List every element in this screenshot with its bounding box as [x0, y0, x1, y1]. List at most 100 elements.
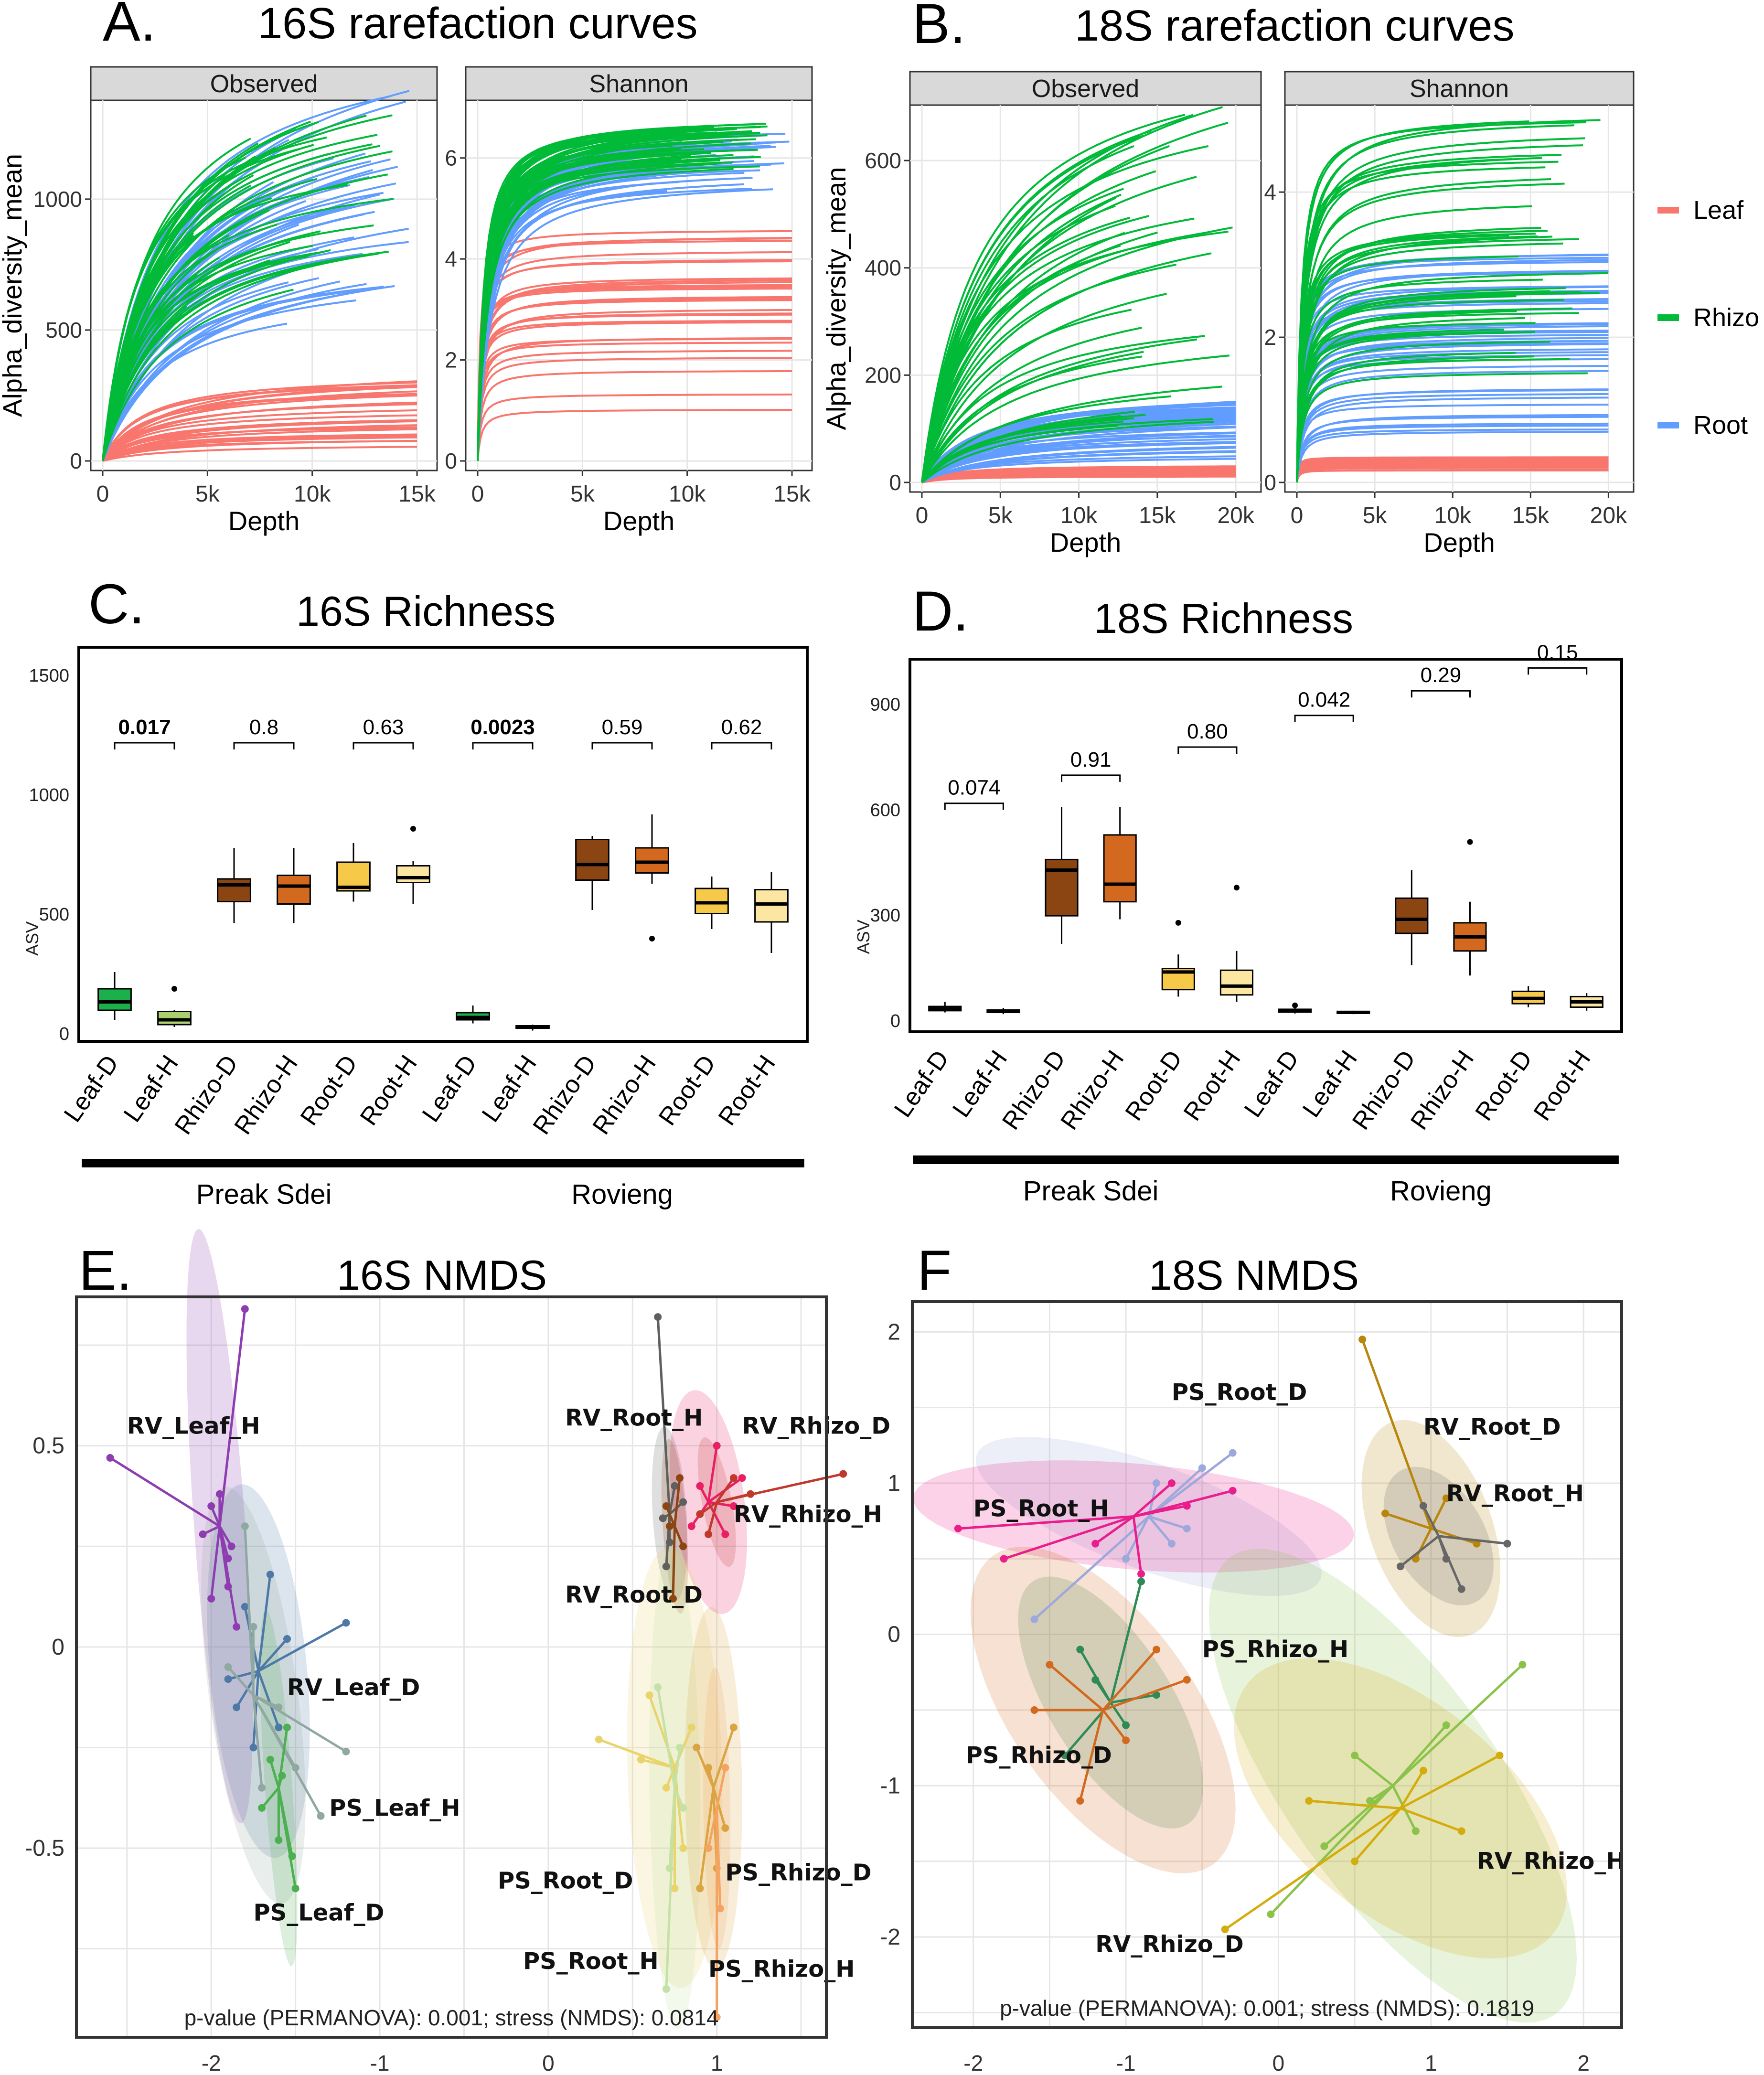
- facet-strip-label: Observed: [1032, 75, 1139, 103]
- box-outlier: [171, 986, 177, 992]
- spider-line: [210, 1526, 221, 1599]
- spider-line: [1309, 1799, 1401, 1810]
- sample-point: [1152, 1691, 1160, 1699]
- spider-line: [1323, 1785, 1394, 1847]
- pvalue-label: 0.80: [1187, 720, 1228, 743]
- spider-line: [257, 1574, 272, 1671]
- spider-line: [1132, 1516, 1143, 1574]
- rarefaction-curve-root: [1296, 300, 1609, 483]
- spider-line: [1438, 1535, 1507, 1545]
- box-rhizo-d: [1395, 897, 1429, 934]
- rarefaction-curve-rhizo: [921, 411, 1135, 483]
- sample-point: [1229, 1487, 1237, 1495]
- rarefaction-curve-leaf: [102, 385, 417, 462]
- y-tick-label: 400: [865, 256, 901, 280]
- spider-line: [1400, 1754, 1500, 1810]
- group-label-ps-leaf-h: PS_Leaf_H: [329, 1795, 460, 1822]
- sample-point: [713, 1442, 721, 1450]
- x-tick-label: 15k: [1512, 503, 1550, 528]
- rarefaction-curve-rhizo: [477, 168, 734, 461]
- site-label: Rovieng: [571, 1179, 673, 1210]
- x-tick-label: 20k: [1590, 503, 1627, 528]
- facet-strip: [465, 66, 813, 101]
- sample-point: [283, 1635, 291, 1643]
- rarefaction-curve-rhizo: [921, 395, 1172, 483]
- sample-point: [1030, 1706, 1038, 1714]
- site-label: Rovieng: [1390, 1176, 1492, 1207]
- rarefaction-curve-rhizo: [1296, 358, 1570, 483]
- sample-point: [258, 1784, 266, 1792]
- rarefaction-curve-rhizo: [1296, 234, 1509, 483]
- spider-line: [1033, 1515, 1150, 1620]
- panel-title: 18S Richness: [1094, 595, 1353, 642]
- sample-point: [1152, 1479, 1160, 1487]
- sample-point: [233, 1623, 241, 1631]
- rarefaction-curve-root: [1296, 414, 1609, 483]
- rarefaction-curve-leaf: [1296, 461, 1609, 483]
- stats-annotation: p-value (PERMANOVA): 0.001; stress (NMDS…: [184, 2005, 719, 2030]
- x-tick-label: 2: [1577, 2051, 1590, 2075]
- legend-label-leaf: Leaf: [1693, 196, 1744, 225]
- pvalue-bracket: [1177, 746, 1238, 754]
- box-outlier: [1292, 1002, 1298, 1008]
- sample-point: [747, 1490, 755, 1498]
- x-tick-label: 15k: [1139, 503, 1176, 528]
- group-label-rv-rhizo-d: RV_Rhizo_D: [1095, 1931, 1243, 1958]
- rarefaction-curve-rhizo: [102, 120, 311, 461]
- spider-line: [698, 1787, 715, 1889]
- sample-point: [317, 1812, 325, 1820]
- x-tick-label: 20k: [1217, 503, 1254, 528]
- spider-line: [1133, 1482, 1173, 1518]
- rarefaction-curve-leaf: [102, 419, 417, 462]
- pvalue-bracket: [944, 802, 1004, 810]
- x-axis-label: Depth: [603, 506, 674, 536]
- spider-line: [257, 1638, 288, 1672]
- panel-letter: A.: [103, 0, 156, 53]
- facet-strip: [90, 66, 438, 101]
- sample-point: [278, 1772, 286, 1780]
- sample-point: [721, 1530, 729, 1539]
- y-axis-label: ASV: [22, 921, 42, 956]
- y-tick-label: 1: [887, 1471, 900, 1496]
- rarefaction-curve-rhizo: [1296, 121, 1586, 483]
- rarefaction-curve-leaf: [477, 297, 792, 461]
- group-label-rv-root-d: RV_Root_D: [1423, 1414, 1561, 1441]
- sample-point: [665, 1864, 674, 1872]
- sample-point: [227, 1542, 235, 1551]
- sample-point: [1457, 1827, 1465, 1835]
- pvalue-bracket: [711, 742, 772, 749]
- group-label-ps-root-d: PS_Root_D: [1172, 1379, 1307, 1406]
- rarefaction-curve-rhizo: [102, 147, 276, 461]
- spider-line: [1437, 1536, 1448, 1560]
- sample-point: [1122, 1736, 1130, 1744]
- sample-point: [1358, 1336, 1367, 1344]
- spider-line: [656, 1687, 676, 1788]
- sample-point: [1473, 1540, 1481, 1548]
- rarefaction-curve-root: [921, 458, 1236, 483]
- y-tick-label: 500: [45, 318, 82, 342]
- spider-line: [1102, 1709, 1127, 1741]
- box-leaf-h: [157, 1011, 192, 1026]
- spider-line: [1431, 1527, 1477, 1545]
- pvalue-bracket: [1061, 774, 1121, 782]
- x-tick-label: 15k: [773, 481, 811, 507]
- rarefaction-curve-root: [1296, 425, 1609, 483]
- pvalue-label: 0.91: [1070, 748, 1112, 771]
- x-tick-label: 0: [916, 503, 929, 528]
- sample-point: [654, 1313, 662, 1321]
- sample-point: [729, 1474, 738, 1482]
- y-tick-label: 0.5: [32, 1433, 64, 1459]
- spider-line: [708, 1501, 734, 1508]
- stats-annotation: p-value (PERMANOVA): 0.001; stress (NMDS…: [1000, 1996, 1534, 2021]
- sample-point: [1183, 1525, 1191, 1532]
- facet-strip: [1284, 71, 1635, 106]
- rarefaction-curve-rhizo: [921, 293, 1167, 483]
- sample-point: [199, 1530, 207, 1539]
- rarefaction-curve-rhizo: [921, 114, 1186, 483]
- sample-point: [693, 1743, 701, 1752]
- sample-point: [1167, 1479, 1176, 1487]
- spider-line: [1400, 1807, 1462, 1832]
- spider-line: [252, 1671, 260, 1748]
- pvalue-label: 0.15: [1537, 641, 1578, 664]
- spider-line: [958, 1515, 1134, 1530]
